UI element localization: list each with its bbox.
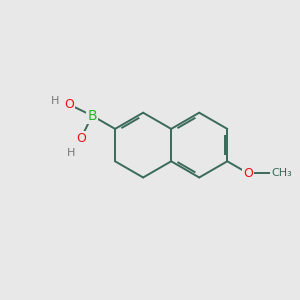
Text: O: O <box>64 98 74 111</box>
Text: O: O <box>76 132 86 146</box>
Text: H: H <box>67 148 75 158</box>
Text: B: B <box>87 109 97 123</box>
Text: H: H <box>51 96 59 106</box>
Text: CH₃: CH₃ <box>271 168 292 178</box>
Text: O: O <box>243 167 253 180</box>
